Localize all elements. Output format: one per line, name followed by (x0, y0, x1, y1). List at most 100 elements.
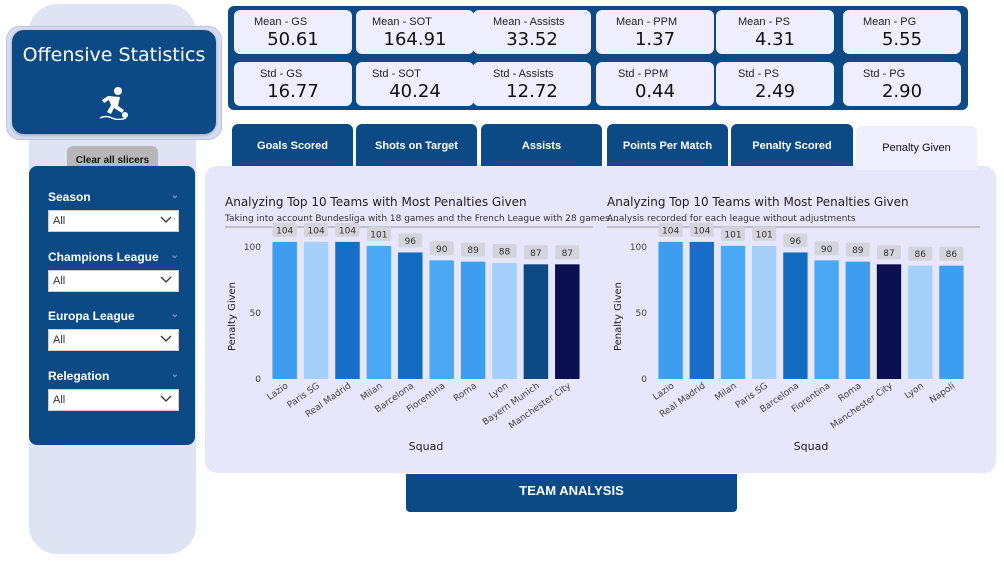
season-dropdown[interactable]: All (48, 210, 179, 232)
kpi-label: Mean - GS (254, 16, 308, 28)
x-tick-label: Milan (359, 381, 384, 403)
logo-card: Offensive Statistics (12, 30, 216, 134)
bar (720, 245, 746, 379)
dropdown-value: All (53, 394, 66, 406)
kpi-label: Std - PS (738, 68, 779, 80)
kpi-card: Mean - PS 4.31 (716, 10, 834, 54)
relegation-dropdown[interactable]: All (48, 389, 179, 411)
kpi-card: Mean - Assists 33.52 (473, 10, 591, 54)
dropdown-arrow-icon (160, 335, 172, 342)
bar (272, 241, 297, 379)
data-label: 86 (914, 250, 926, 260)
y-tick-label: 100 (630, 243, 647, 253)
chevron-down-icon[interactable]: ⌄ (170, 190, 179, 201)
y-tick-label: 0 (641, 375, 647, 385)
tab-penalty-scored[interactable]: Penalty Scored (731, 124, 853, 168)
chevron-down-icon[interactable]: ⌄ (170, 250, 179, 261)
tab-penalty-given[interactable]: Penalty Given (856, 126, 977, 170)
x-axis-label: Squad (409, 440, 444, 453)
chevron-down-icon[interactable]: ⌄ (170, 369, 179, 380)
kpi-value: 12.72 (506, 81, 558, 102)
x-tick-label: Roma (452, 381, 479, 404)
bar (303, 241, 329, 379)
bar (523, 264, 549, 379)
kpi-card: Mean - GS 50.61 (234, 10, 352, 54)
data-label-bg (272, 222, 297, 237)
slicer-season: Season ⌄ All (48, 190, 179, 232)
bar (752, 245, 777, 379)
data-label-bg (783, 233, 808, 248)
y-axis-label: Penalty Given (613, 282, 624, 351)
kpi-card: Std - SOT 40.24 (356, 62, 474, 106)
bar (783, 252, 808, 379)
data-label: 87 (883, 249, 894, 259)
data-label-bg (555, 245, 580, 260)
data-label-bg (461, 242, 486, 257)
data-label: 104 (276, 226, 293, 236)
data-label: 101 (370, 230, 387, 240)
bar (460, 261, 486, 379)
kpi-value: 1.37 (634, 29, 676, 50)
dropdown-value: All (53, 215, 66, 227)
bar (658, 241, 683, 379)
data-label: 87 (530, 249, 541, 259)
bar (366, 245, 392, 379)
kpi-value: 4.31 (754, 29, 796, 50)
bar (689, 241, 714, 379)
data-label: 104 (693, 226, 710, 236)
kpi-card: Mean - SOT 164.91 (356, 10, 474, 54)
kpi-value: 40.24 (389, 81, 441, 102)
kpi-label: Mean - PG (863, 16, 917, 28)
kpi-card: Std - GS 16.77 (234, 62, 352, 106)
slicer-panel: Season ⌄ All Champions League ⌄ All Europa… (29, 166, 195, 445)
tab-shots-on-target[interactable]: Shots on Target (356, 124, 477, 168)
kpi-value: 16.77 (267, 81, 319, 102)
bar (492, 263, 517, 379)
data-label: 104 (339, 226, 356, 236)
bar (876, 264, 902, 379)
data-label-bg (689, 222, 714, 237)
bar (939, 265, 964, 379)
data-label-bg (398, 233, 423, 248)
charts-canvas: Analyzing Top 10 Teams with Most Penalti… (224, 195, 980, 453)
data-label-bg (429, 241, 454, 256)
tab-goals-scored[interactable]: Goals Scored (232, 124, 353, 168)
kpi-card: Mean - PPM 1.37 (596, 10, 714, 54)
bar (398, 252, 423, 379)
kpi-card: Std - PPM 0.44 (596, 62, 714, 106)
data-label-bg (658, 222, 683, 237)
slicer-europa-league: Europa League ⌄ All (48, 309, 179, 351)
data-label: 101 (756, 230, 773, 240)
data-label: 89 (467, 246, 479, 256)
y-axis-label: Penalty Given (227, 282, 238, 351)
x-tick-label: Milan (713, 381, 738, 403)
kpi-value: 5.55 (881, 29, 923, 50)
slicer-label: Relegation (48, 369, 110, 383)
europa-league-dropdown[interactable]: All (48, 329, 179, 351)
x-axis-label: Squad (794, 440, 829, 453)
data-label: 89 (852, 246, 864, 256)
data-label: 86 (946, 250, 958, 260)
data-label-bg (845, 242, 870, 257)
data-label: 96 (790, 237, 802, 247)
dropdown-arrow-icon (160, 216, 172, 223)
data-label-bg (814, 241, 839, 256)
y-tick-label: 100 (244, 243, 261, 253)
kpi-label: Std - PG (863, 68, 906, 80)
dropdown-arrow-icon (160, 276, 172, 283)
champions-league-dropdown[interactable]: All (48, 270, 179, 292)
x-tick-label: Lazio (652, 381, 677, 403)
slicer-label: Champions League (48, 250, 159, 264)
chart-panel: Analyzing Top 10 Teams with Most Penalti… (205, 166, 996, 473)
kpi-value: 33.52 (506, 29, 558, 50)
data-label: 87 (562, 249, 573, 259)
tab-points-per-match[interactable]: Points Per Match (607, 124, 728, 168)
kpi-value: 2.49 (754, 81, 796, 102)
chart-title: Analyzing Top 10 Teams with Most Penalti… (225, 195, 527, 209)
team-analysis-button[interactable]: TEAM ANALYSIS (406, 474, 737, 512)
chart-subtitle: Taking into account Bundesliga with 18 g… (224, 214, 618, 224)
kpi-value: 164.91 (383, 29, 447, 50)
tab-assists[interactable]: Assists (481, 124, 602, 168)
kpi-label: Std - GS (260, 68, 303, 80)
chevron-down-icon[interactable]: ⌄ (170, 309, 179, 320)
